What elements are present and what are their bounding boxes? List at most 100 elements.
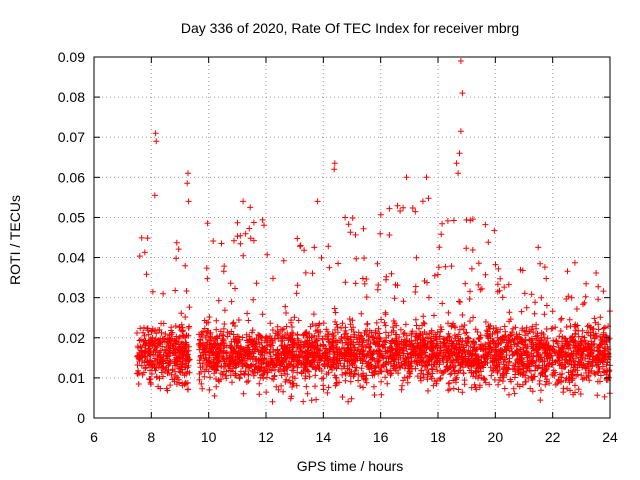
data-point (573, 306, 580, 312)
data-point (203, 265, 210, 272)
data-point (485, 335, 492, 342)
data-point (501, 284, 508, 291)
data-point (419, 336, 426, 343)
data-point (480, 375, 487, 382)
data-point (378, 368, 385, 375)
data-point (484, 328, 491, 335)
x-tick-label: 8 (147, 429, 155, 445)
data-point (599, 358, 606, 365)
data-point (141, 349, 148, 356)
data-point (421, 329, 428, 335)
data-point (402, 356, 409, 363)
data-point (463, 329, 470, 336)
data-point (314, 337, 321, 344)
data-point (240, 353, 246, 360)
data-point (549, 308, 556, 315)
data-point (250, 237, 257, 244)
data-point (282, 370, 288, 377)
data-point (521, 350, 528, 357)
data-point (178, 310, 185, 317)
data-point (428, 327, 435, 334)
data-point (475, 281, 482, 288)
data-point (374, 286, 381, 293)
data-point (510, 385, 517, 392)
data-point (543, 275, 550, 282)
data-point (273, 383, 280, 390)
data-point (136, 253, 143, 260)
data-point (589, 356, 596, 363)
data-point (312, 372, 319, 379)
data-point (445, 330, 452, 337)
data-point (341, 352, 348, 359)
data-point (334, 329, 341, 336)
data-point (369, 334, 376, 341)
data-point (562, 363, 569, 370)
data-point (303, 332, 310, 338)
data-point (464, 334, 471, 341)
data-point (429, 370, 436, 377)
data-point (593, 270, 600, 276)
data-point (230, 319, 237, 326)
data-point (450, 377, 457, 384)
data-point (476, 363, 483, 370)
data-point (278, 372, 285, 379)
data-point (201, 355, 207, 362)
data-point (523, 378, 529, 385)
data-point (239, 363, 246, 370)
data-point (348, 395, 355, 402)
data-point (457, 367, 464, 374)
data-point (475, 260, 482, 267)
data-point (430, 333, 437, 340)
data-point (557, 328, 564, 334)
data-point (390, 324, 396, 331)
data-point (382, 329, 389, 336)
data-point (329, 330, 336, 337)
data-point (154, 342, 161, 349)
data-point (538, 294, 545, 301)
data-point (496, 287, 503, 294)
data-point (289, 380, 296, 387)
data-point (294, 335, 301, 342)
data-point (243, 379, 250, 385)
data-point (166, 352, 173, 359)
data-point (147, 376, 154, 382)
data-point (422, 349, 429, 356)
data-point (470, 373, 476, 380)
data-point (203, 366, 210, 373)
data-point (501, 333, 508, 340)
data-point (536, 357, 542, 363)
data-point (358, 333, 365, 340)
data-point (382, 311, 389, 318)
data-point (596, 351, 603, 358)
data-point (223, 368, 230, 375)
data-point (408, 354, 415, 361)
data-point (256, 380, 263, 387)
data-point (492, 261, 499, 268)
data-point (551, 372, 558, 379)
data-point (473, 386, 480, 393)
data-point (231, 237, 237, 244)
data-point (473, 358, 480, 365)
data-point (506, 347, 513, 354)
data-point (570, 338, 576, 345)
data-point (364, 363, 371, 370)
data-point (594, 392, 601, 399)
data-point (158, 369, 165, 376)
data-point (255, 331, 262, 338)
data-point (185, 170, 191, 177)
data-point (198, 331, 205, 338)
data-point (602, 353, 609, 360)
data-point (153, 330, 160, 337)
data-point (570, 350, 577, 357)
data-point (408, 331, 415, 338)
data-point (363, 352, 370, 359)
data-point (457, 58, 464, 64)
data-point (477, 332, 484, 339)
data-point (470, 360, 477, 367)
data-point (394, 282, 401, 289)
data-point (522, 332, 529, 339)
data-point (425, 387, 431, 394)
data-point (426, 294, 432, 301)
data-point (251, 343, 258, 350)
data-point (390, 327, 397, 334)
